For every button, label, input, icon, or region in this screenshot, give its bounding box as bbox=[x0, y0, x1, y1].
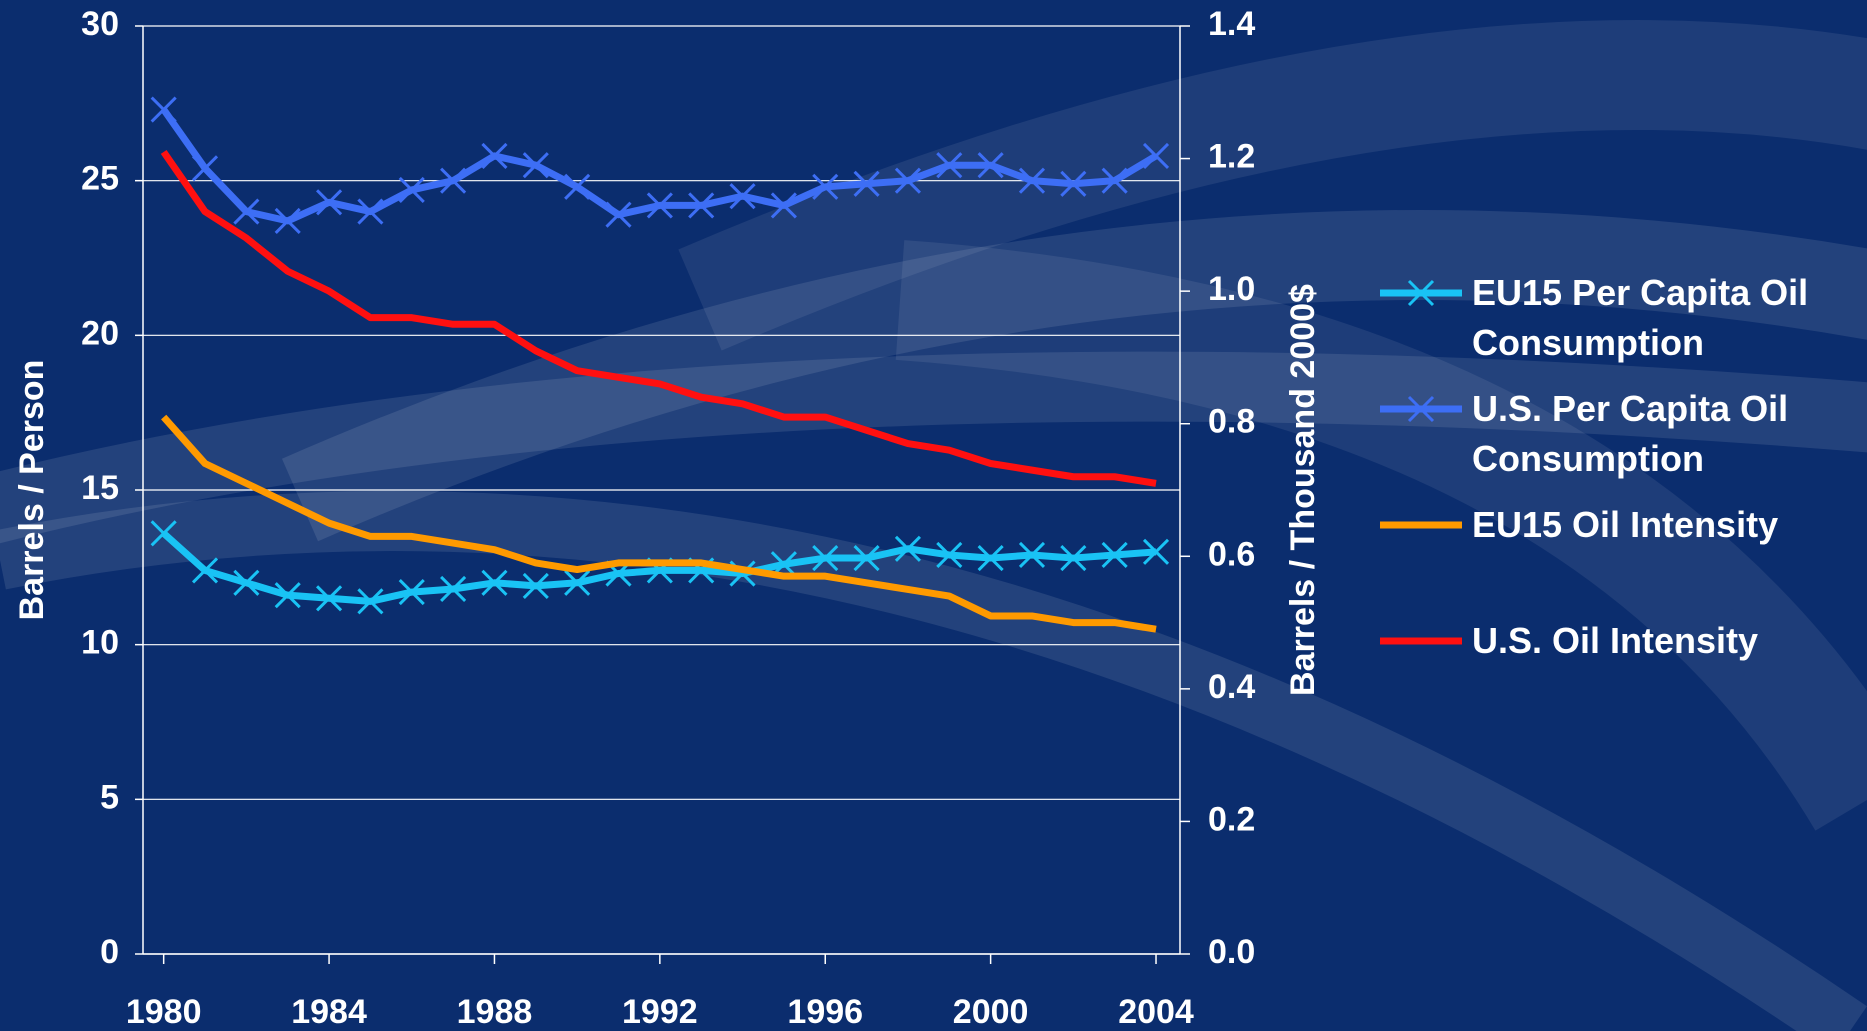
y2-tick-label: 0.6 bbox=[1208, 535, 1255, 573]
background-decor bbox=[0, 20, 1867, 1031]
marker bbox=[977, 544, 1004, 572]
x-tick-label: 1988 bbox=[457, 993, 533, 1031]
legend-marker bbox=[1407, 279, 1435, 307]
marker bbox=[274, 207, 301, 234]
marker bbox=[853, 170, 880, 197]
marker bbox=[481, 569, 508, 596]
marker bbox=[812, 173, 839, 200]
x-tick-label: 1980 bbox=[126, 993, 202, 1031]
y-tick-label: 0 bbox=[100, 933, 119, 971]
series bbox=[160, 149, 1157, 487]
marker bbox=[316, 189, 343, 216]
y-tick-label: 10 bbox=[81, 624, 119, 662]
marker bbox=[398, 176, 425, 204]
y-axis-title: Barrels / Person bbox=[13, 360, 51, 621]
marker bbox=[440, 575, 467, 603]
legend-swatch bbox=[1380, 637, 1462, 645]
legend-label: U.S. Per Capita Oil Consumption bbox=[1472, 388, 1789, 479]
y-tick-label: 25 bbox=[81, 160, 119, 198]
legend-swatch bbox=[1380, 395, 1462, 423]
marker bbox=[191, 557, 219, 584]
marker bbox=[398, 579, 425, 606]
series-line bbox=[160, 149, 1157, 487]
marker bbox=[150, 520, 177, 547]
legend-swatch bbox=[1380, 279, 1462, 307]
decor-arc bbox=[0, 351, 1867, 544]
marker bbox=[1060, 544, 1087, 572]
marker bbox=[894, 167, 921, 194]
marker bbox=[440, 167, 467, 194]
marker bbox=[1142, 142, 1170, 169]
legend-label: EU15 Oil Intensity bbox=[1472, 504, 1779, 545]
marker bbox=[564, 569, 591, 596]
x-tick-label: 1992 bbox=[622, 993, 698, 1031]
y2-tick-label: 0.8 bbox=[1208, 403, 1255, 441]
x-tick-label: 2000 bbox=[953, 993, 1029, 1031]
marker bbox=[729, 183, 756, 210]
series-line bbox=[161, 414, 1157, 633]
legend-item: U.S. Per Capita Oil Consumption bbox=[1380, 384, 1862, 484]
marker bbox=[770, 192, 797, 219]
marker bbox=[233, 569, 260, 596]
marker bbox=[357, 198, 384, 225]
marker bbox=[316, 585, 343, 612]
marker bbox=[1142, 538, 1170, 565]
y-tick-label: 20 bbox=[81, 314, 119, 352]
marker bbox=[853, 544, 880, 572]
marker bbox=[522, 152, 549, 179]
marker bbox=[646, 192, 673, 219]
marker bbox=[274, 582, 301, 609]
legend-marker bbox=[1407, 395, 1435, 423]
y2-tick-label: 0.2 bbox=[1208, 800, 1255, 838]
marker bbox=[1101, 167, 1128, 194]
legend-item: EU15 Oil Intensity bbox=[1380, 500, 1862, 550]
legend-label: U.S. Oil Intensity bbox=[1472, 620, 1759, 661]
y2-tick-label: 0.4 bbox=[1208, 668, 1255, 706]
marker bbox=[977, 152, 1004, 179]
legend-item: U.S. Oil Intensity bbox=[1380, 616, 1862, 666]
decor-arc bbox=[895, 240, 1867, 831]
y2-tick-label: 0.0 bbox=[1208, 933, 1255, 971]
y-tick-label: 5 bbox=[100, 778, 119, 816]
marker bbox=[936, 541, 963, 569]
series bbox=[150, 520, 1170, 615]
decor-arc bbox=[281, 210, 1867, 542]
y2-axis-title: Barrels / Thousand 2000$ bbox=[1284, 284, 1322, 696]
marker bbox=[812, 544, 839, 572]
series bbox=[150, 96, 1170, 234]
decor-arc bbox=[678, 20, 1867, 351]
legend-label: EU15 Per Capita Oil Consumption bbox=[1472, 272, 1809, 363]
marker bbox=[150, 96, 177, 123]
legend-swatch bbox=[1380, 521, 1462, 529]
y2-tick-label: 1.0 bbox=[1208, 270, 1255, 308]
x-tick-label: 2004 bbox=[1118, 993, 1194, 1031]
marker bbox=[522, 572, 549, 599]
y-tick-label: 30 bbox=[81, 5, 119, 43]
y-tick-label: 15 bbox=[81, 469, 119, 507]
x-tick-label: 1984 bbox=[291, 993, 367, 1031]
marker bbox=[1060, 170, 1087, 197]
legend-item: EU15 Per Capita Oil Consumption bbox=[1380, 268, 1862, 368]
marker bbox=[1101, 541, 1128, 569]
marker bbox=[1018, 167, 1046, 194]
y2-tick-label: 1.2 bbox=[1208, 138, 1255, 176]
series bbox=[161, 414, 1157, 633]
x-tick-label: 1996 bbox=[787, 993, 863, 1031]
marker bbox=[894, 535, 921, 562]
marker bbox=[688, 192, 715, 219]
marker bbox=[564, 173, 591, 200]
marker bbox=[936, 152, 963, 179]
marker bbox=[605, 201, 632, 228]
marker bbox=[481, 142, 508, 169]
marker bbox=[233, 198, 260, 225]
marker bbox=[191, 155, 219, 182]
y2-tick-label: 1.4 bbox=[1208, 5, 1255, 43]
marker bbox=[357, 588, 384, 615]
marker bbox=[1018, 541, 1046, 569]
